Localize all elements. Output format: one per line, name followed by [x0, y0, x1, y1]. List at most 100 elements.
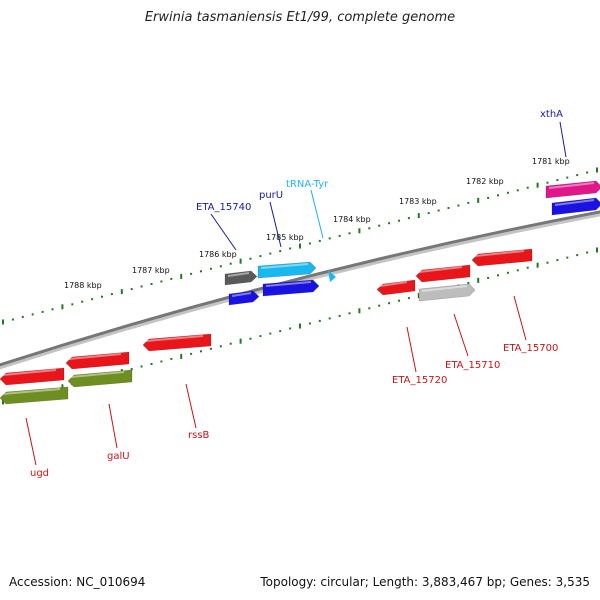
scale-tick	[566, 256, 569, 259]
scale-tick	[596, 167, 598, 173]
feature-trna-tyr-region[interactable]	[257, 261, 317, 279]
scale-tick	[160, 280, 163, 283]
scale-tick	[160, 360, 163, 363]
feature-blue-right[interactable]	[551, 197, 600, 216]
scale-tick	[467, 281, 470, 284]
feature-puru-a[interactable]	[228, 290, 260, 306]
scale-tick	[427, 212, 430, 215]
scale-tick	[51, 308, 54, 311]
scale-tick	[477, 277, 480, 283]
scale-tick	[170, 277, 173, 280]
scale-tick	[239, 338, 242, 344]
scale-label-1785: 1785 kbp	[266, 233, 304, 242]
scale-tick	[249, 257, 252, 260]
gene-label-eta-15720[interactable]: ETA_15720	[392, 375, 447, 386]
gene-label-eta-15700[interactable]: ETA_15700	[503, 343, 558, 354]
gene-label-xtha[interactable]: xthA	[540, 109, 563, 120]
scale-tick	[388, 222, 391, 225]
feature-rssb[interactable]	[142, 333, 212, 352]
scale-tick	[417, 293, 420, 299]
scale-tick	[120, 289, 123, 295]
feature-galu-top[interactable]	[65, 351, 130, 370]
gene-label-galu[interactable]: galU	[107, 451, 130, 462]
gene-label-trna-tyr[interactable]: tRNA-Tyr	[286, 179, 329, 190]
feature-ugd[interactable]	[0, 386, 69, 405]
gene-label-eta-15710[interactable]: ETA_15710	[445, 360, 500, 371]
scale-tick	[536, 262, 539, 268]
scale-tick	[140, 365, 143, 368]
outer-scale-ticks	[2, 167, 598, 325]
scale-tick	[249, 337, 252, 340]
scale-tick	[358, 228, 361, 234]
feature-galu-highlight	[70, 371, 125, 378]
leader-eta-15740	[210, 213, 237, 251]
scale-tick	[170, 357, 173, 360]
leader-xtha	[559, 121, 567, 158]
scale-tick	[190, 272, 193, 275]
feature-puru-b[interactable]	[262, 279, 320, 297]
feature-ugd-top-highlight	[2, 369, 57, 376]
feature-galu[interactable]	[67, 369, 133, 388]
feature-red-mid[interactable]	[415, 264, 471, 283]
scale-tick	[299, 243, 301, 249]
label-leader-lines	[25, 121, 567, 466]
genome-backbone-shadow	[0, 211, 600, 370]
map-title: Erwinia tasmaniensis Et1/99, complete ge…	[144, 10, 456, 25]
feature-trna-tyr[interactable]	[328, 270, 336, 282]
scale-tick	[219, 265, 222, 268]
accession-text: Accession: NC_010694	[9, 575, 146, 589]
feature-eta-15700[interactable]	[471, 248, 533, 267]
scale-tick	[2, 399, 4, 405]
scale-tick	[101, 295, 103, 298]
scale-tick	[457, 204, 460, 207]
scale-tick	[318, 319, 321, 322]
scale-tick	[467, 201, 470, 204]
scale-tick	[279, 330, 282, 333]
gene-label-puru[interactable]: purU	[259, 190, 283, 201]
scale-tick	[299, 323, 301, 329]
feature-xtha[interactable]	[545, 180, 600, 199]
scale-label-1784: 1784 kbp	[333, 215, 371, 224]
scale-tick	[318, 239, 321, 242]
scale-tick	[150, 283, 153, 285]
scale-tick	[219, 345, 222, 348]
feature-eta-15700-highlight	[474, 250, 525, 257]
scale-tick	[506, 271, 509, 274]
scale-tick	[348, 312, 351, 315]
scale-tick	[130, 368, 133, 371]
scale-tick	[130, 288, 133, 291]
feature-trna-tyr-region-highlight	[260, 263, 309, 269]
scale-tick	[596, 247, 598, 253]
scale-tick	[2, 319, 4, 325]
feature-eta-15710[interactable]	[418, 283, 476, 302]
scale-tick	[437, 209, 440, 212]
feature-eta-15720-highlight	[379, 281, 408, 287]
scale-tick	[269, 332, 272, 335]
feature-eta-15710-highlight	[421, 285, 468, 292]
scale-label-1787: 1787 kbp	[132, 266, 170, 275]
scale-tick	[61, 304, 64, 310]
feature-eta-15740[interactable]	[224, 270, 258, 286]
scale-tick	[398, 219, 400, 222]
scale-tick	[516, 189, 519, 192]
gene-label-eta-15740[interactable]: ETA_15740	[196, 202, 251, 213]
gene-label-ugd[interactable]: ugd	[30, 468, 49, 479]
scale-tick	[11, 318, 14, 321]
scale-tick	[546, 261, 549, 264]
scale-tick	[536, 182, 539, 188]
genome-summary-text: Topology: circular; Length: 3,883,467 bp…	[260, 575, 590, 589]
scale-tick	[516, 269, 519, 272]
scale-tick	[338, 234, 341, 237]
scale-tick	[378, 224, 381, 227]
feature-eta-15720[interactable]	[376, 279, 416, 296]
scale-tick	[348, 232, 351, 235]
scale-tick	[289, 327, 292, 330]
gene-label-rssb[interactable]: rssB	[188, 430, 210, 441]
scale-tick	[110, 293, 113, 296]
leader-eta-15720	[406, 326, 417, 373]
scale-tick	[368, 307, 371, 310]
scale-tick	[566, 176, 569, 179]
scale-tick	[200, 350, 202, 353]
scale-tick	[417, 213, 420, 219]
feature-ugd-top[interactable]	[0, 367, 65, 386]
